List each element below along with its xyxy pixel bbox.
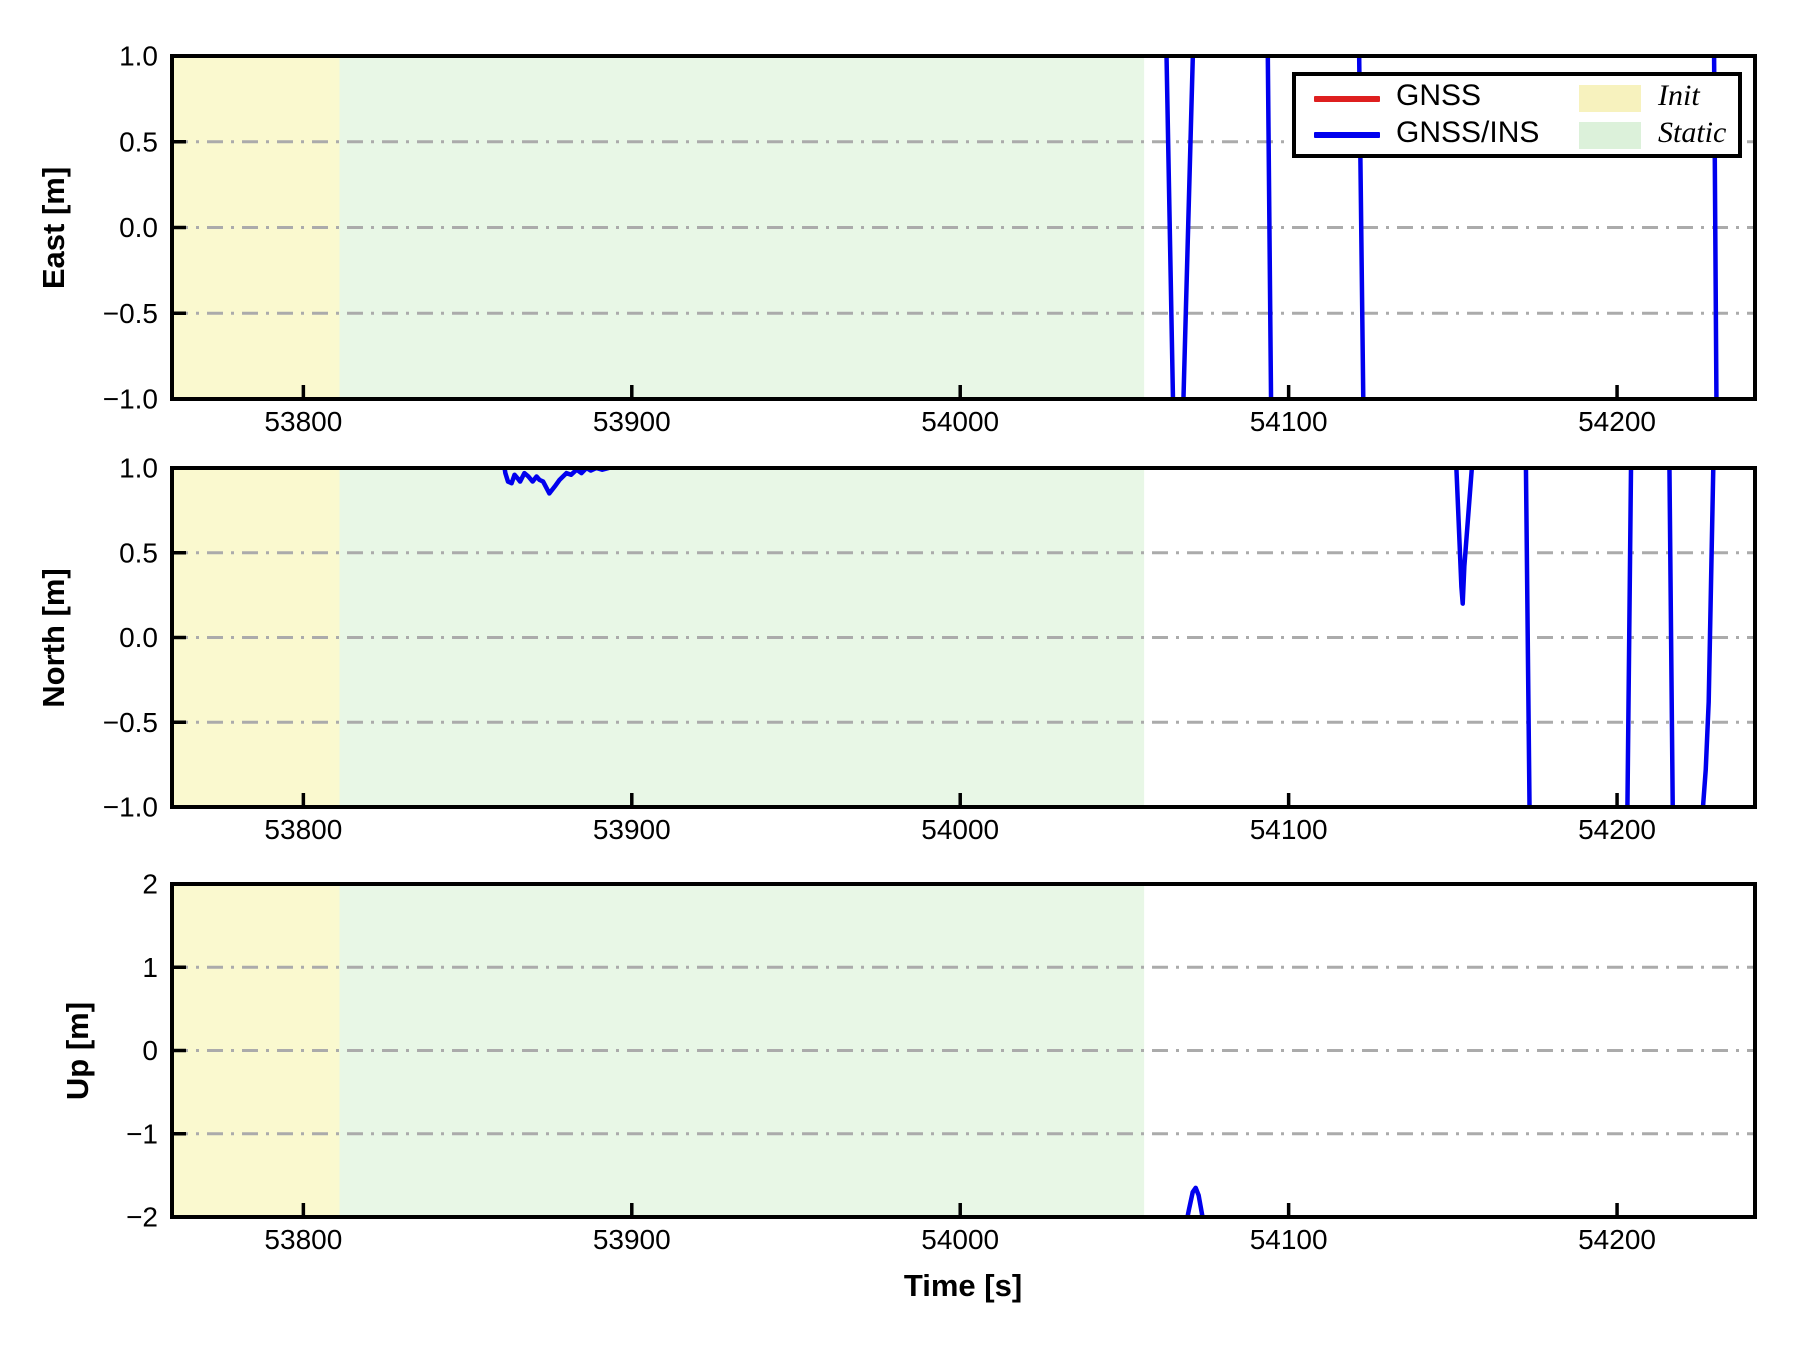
x-tick-label: 53800 bbox=[264, 406, 342, 437]
y-tick-label: −0.5 bbox=[103, 707, 158, 738]
north-axis-label: North [m] bbox=[36, 568, 71, 708]
x-tick-label: 54000 bbox=[921, 814, 999, 845]
x-tick-label: 54000 bbox=[921, 1224, 999, 1255]
y-tick-label: −1.0 bbox=[103, 792, 158, 823]
y-tick-label: 0.5 bbox=[119, 537, 158, 568]
legend-static-label: Static bbox=[1658, 116, 1727, 149]
x-tick-label: 54200 bbox=[1578, 406, 1656, 437]
y-tick-label: 1.0 bbox=[119, 453, 158, 484]
time-axis-label: Time [s] bbox=[903, 1268, 1023, 1303]
y-tick-label: −1 bbox=[126, 1118, 158, 1149]
x-tick-label: 54100 bbox=[1250, 1224, 1328, 1255]
legend-gnssins-label: GNSS/INS bbox=[1396, 116, 1540, 149]
series-gnss-ins bbox=[1667, 468, 1675, 807]
y-tick-label: 0.5 bbox=[119, 126, 158, 157]
x-tick-label: 53900 bbox=[593, 814, 671, 845]
series-gnss-ins bbox=[1185, 1185, 1205, 1217]
y-tick-label: −2 bbox=[126, 1202, 158, 1233]
series-gnss-ins bbox=[1700, 468, 1716, 807]
series-gnss-ins bbox=[1523, 468, 1532, 807]
x-tick-label: 54200 bbox=[1578, 814, 1656, 845]
up-axis-label: Up [m] bbox=[60, 1001, 95, 1101]
legend-init-patch-swatch bbox=[1579, 85, 1641, 112]
east-axis-label: East [m] bbox=[36, 166, 71, 290]
subplot-2: 53800 53900 54000 54100 54200 2 1 0 −1 −2 bbox=[126, 869, 1757, 1255]
series-gnss-ins bbox=[1181, 56, 1196, 399]
x-tick-label: 54200 bbox=[1578, 1224, 1656, 1255]
y-tick-label: 2 bbox=[142, 869, 158, 900]
y-tick-label: 1 bbox=[142, 952, 158, 983]
x-tick-label: 54100 bbox=[1250, 406, 1328, 437]
legend-init-label: Init bbox=[1658, 79, 1700, 112]
x-tick-label: 54000 bbox=[921, 406, 999, 437]
x-tick-label: 53800 bbox=[264, 1224, 342, 1255]
y-tick-label: −0.5 bbox=[103, 298, 158, 329]
x-tick-label: 53800 bbox=[264, 814, 342, 845]
x-tick-label: 53900 bbox=[593, 1224, 671, 1255]
legend-gnssins-line-swatch bbox=[1314, 132, 1380, 138]
series-gnss-ins bbox=[1454, 468, 1475, 606]
y-tick-label: 0.0 bbox=[119, 622, 158, 653]
series-gnss-ins bbox=[1625, 468, 1634, 807]
y-tick-label: 0.0 bbox=[119, 212, 158, 243]
y-tick-label: 1.0 bbox=[119, 41, 158, 72]
subplot-1: 53800 53900 54000 54100 54200 1.0 0.5 0.0 −0.5 −1… bbox=[103, 453, 1757, 845]
x-tick-label: 54100 bbox=[1250, 814, 1328, 845]
y-tick-label: 0 bbox=[142, 1035, 158, 1066]
legend-static-patch-swatch bbox=[1579, 122, 1641, 149]
y-tick-label: −1.0 bbox=[103, 384, 158, 415]
series-gnss-ins bbox=[1265, 56, 1274, 399]
legend: GNSS GNSS/INS Init Static bbox=[1292, 72, 1742, 158]
legend-gnss-label: GNSS bbox=[1396, 79, 1482, 112]
legend-gnss-line-swatch bbox=[1314, 96, 1380, 102]
x-tick-label: 53900 bbox=[593, 406, 671, 437]
series-gnss-ins bbox=[1164, 56, 1176, 399]
series-gnss-ins bbox=[502, 468, 612, 496]
